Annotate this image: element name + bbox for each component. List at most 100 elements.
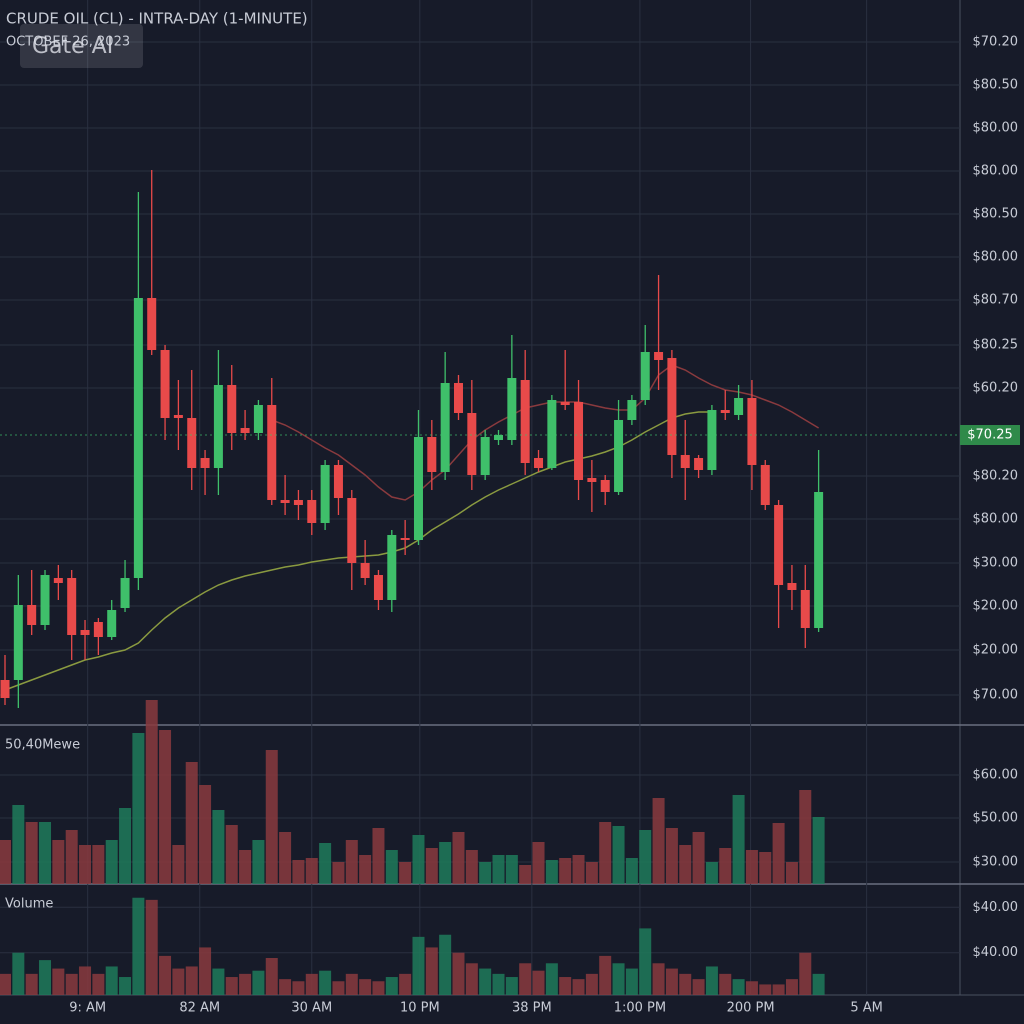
volume-bar (679, 845, 692, 884)
volume-bar (185, 762, 198, 884)
volume-bar (772, 984, 785, 995)
volume-bar (519, 865, 532, 884)
candle-body (787, 583, 797, 590)
volume-bar (652, 798, 665, 884)
candle-body (373, 575, 383, 600)
candle-body (0, 680, 10, 698)
y-tick-label: $80.25 (973, 338, 1019, 353)
x-tick-label: 1:00 PM (614, 1001, 666, 1016)
volume-bar (425, 947, 438, 995)
candle-body (627, 400, 637, 420)
y-tick-label: $80.50 (973, 207, 1019, 222)
volume-bar (505, 977, 518, 995)
volume-bar (92, 845, 105, 884)
volume-bar (52, 840, 65, 884)
candle-body (267, 405, 277, 500)
panel-title: Volume (5, 897, 53, 912)
volume-bar (519, 963, 532, 995)
candle-body (560, 402, 570, 405)
moving-average (271, 364, 820, 501)
volume-bar (585, 862, 598, 884)
y-tick-label: $60.00 (973, 768, 1019, 783)
volume-bar (412, 835, 425, 884)
volume-bar (385, 977, 398, 995)
volume-bar (132, 733, 145, 884)
y-tick-label: $80.50 (973, 78, 1019, 93)
candle-body (640, 352, 650, 400)
volume-bar (319, 970, 332, 995)
candle-body (574, 402, 584, 480)
volume-bar (212, 810, 225, 884)
y-tick-label: $40.00 (973, 945, 1019, 960)
x-tick-label: 82 AM (179, 1001, 220, 1016)
chart-title: CRUDE OIL (CL) - INTRA-DAY (1-MINUTE) (6, 10, 308, 28)
candle-body (67, 578, 77, 635)
volume-bar (479, 862, 492, 884)
candle-body (467, 413, 477, 475)
volume-bar (625, 858, 638, 884)
volume-bar (359, 979, 372, 995)
y-tick-label: $80.00 (973, 164, 1019, 179)
candle-body (494, 435, 504, 440)
volume-bar (452, 952, 465, 995)
y-tick-label: $20.00 (973, 599, 1019, 614)
y-tick-label: $20.00 (973, 643, 1019, 658)
candle-body (93, 622, 103, 637)
volume-bar (145, 700, 158, 884)
volume-bar (399, 862, 412, 884)
volume-bar (799, 952, 812, 995)
candle-body (400, 538, 410, 540)
volume-bar (332, 862, 345, 884)
volume-bar (772, 823, 785, 884)
x-tick-label: 200 PM (727, 1001, 775, 1016)
volume-bar (719, 973, 732, 995)
candle-body (333, 465, 343, 498)
volume-bar (265, 958, 278, 995)
volume-bar (252, 840, 265, 884)
volume-bar (785, 862, 798, 884)
candle-body (13, 605, 23, 680)
candle-body (534, 458, 544, 468)
candle-body (240, 428, 250, 433)
volume-bar (492, 973, 505, 995)
panel-title: 50,40Mewe (5, 738, 80, 753)
volume-bar (612, 963, 625, 995)
last-price-label: $70.25 (967, 428, 1013, 443)
candle-body (80, 630, 90, 635)
volume-bar (105, 966, 118, 995)
volume-bar (185, 966, 198, 995)
chart-subtitle: OCTOBEF 26, 2023 (6, 35, 130, 50)
candle-body (227, 385, 237, 433)
volume-bar (92, 973, 105, 995)
moving-average (4, 411, 712, 691)
volume-bar (332, 981, 345, 995)
volume-bar (692, 832, 705, 884)
volume-bar (399, 973, 412, 995)
candle-body (120, 578, 130, 608)
volume-bar (745, 850, 758, 884)
volume-bar (172, 968, 185, 995)
volume-bar (759, 984, 772, 995)
volume-bar (785, 979, 798, 995)
candle-body (800, 590, 810, 628)
volume-bar (799, 790, 812, 884)
candle-body (387, 535, 397, 600)
volume-bar (732, 795, 745, 884)
volume-bar (385, 850, 398, 884)
candle-body (280, 500, 290, 503)
volume-bar (625, 968, 638, 995)
volume-bar (65, 973, 78, 995)
volume-bar (159, 730, 172, 884)
volume-bar (12, 805, 25, 884)
candle-body (253, 405, 263, 433)
candle-body (107, 610, 117, 637)
candle-body (453, 383, 463, 413)
volume-bar (719, 848, 732, 884)
volume-bar (479, 968, 492, 995)
x-tick-label: 30 AM (291, 1001, 332, 1016)
last-price-box (960, 425, 1020, 445)
candle-body (587, 478, 597, 482)
candle-body (320, 465, 330, 523)
volume-bar (172, 845, 185, 884)
volume-bar (292, 860, 305, 884)
